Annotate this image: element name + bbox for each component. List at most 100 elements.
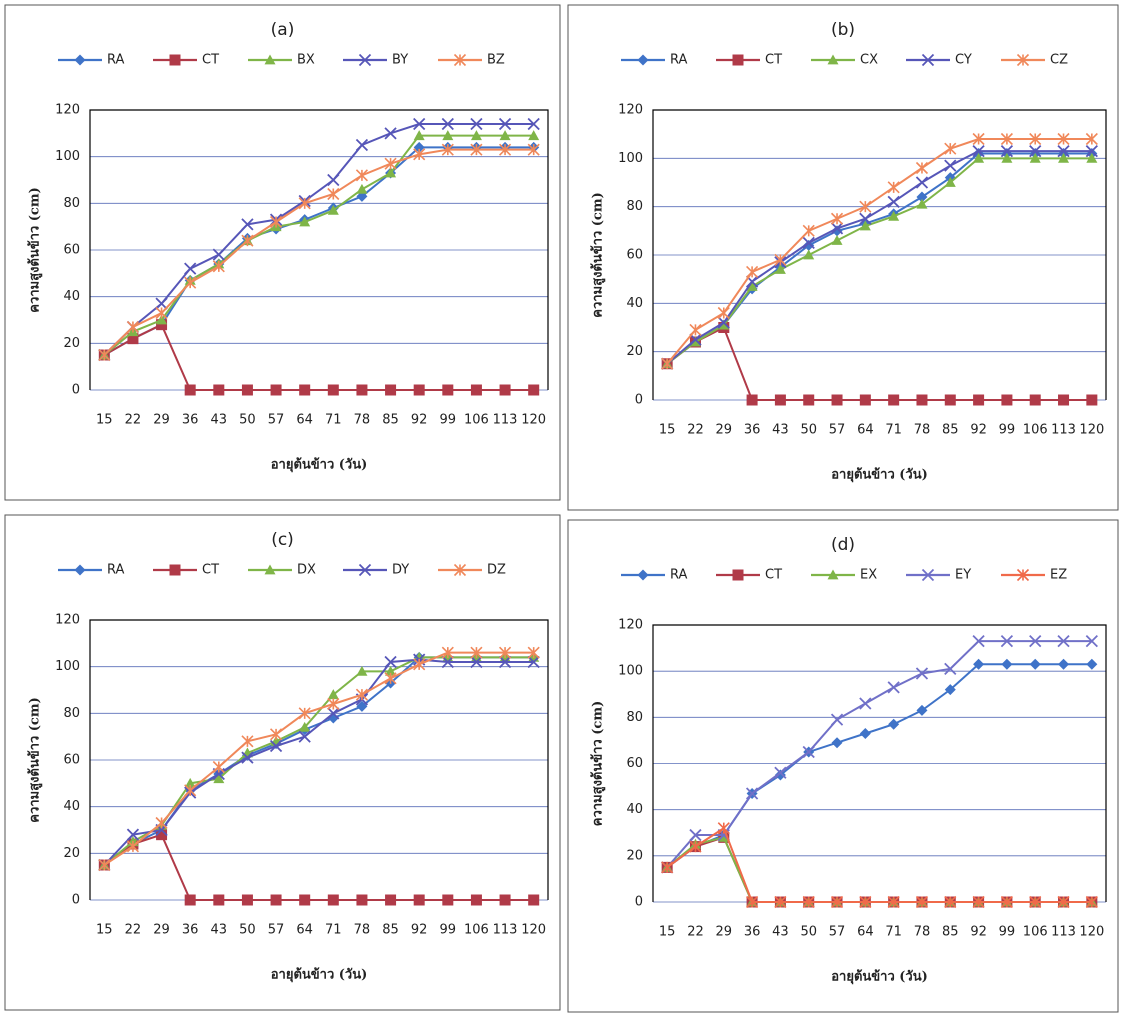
legend-label: EZ bbox=[1050, 568, 1067, 583]
legend-label: CT bbox=[202, 563, 219, 578]
x-tick-label: 106 bbox=[1023, 423, 1048, 438]
legend-label: BX bbox=[297, 53, 315, 68]
y-tick-label: 80 bbox=[626, 710, 643, 725]
x-tick-label: 85 bbox=[382, 413, 399, 428]
y-axis-label: ความสูงต้นข้าว (cm) bbox=[590, 701, 606, 826]
y-tick-label: 20 bbox=[626, 848, 643, 863]
legend-label: CT bbox=[765, 568, 782, 583]
marker-square bbox=[356, 895, 367, 906]
x-tick-label: 43 bbox=[772, 423, 789, 438]
x-tick-label: 92 bbox=[411, 923, 428, 938]
y-tick-label: 20 bbox=[626, 344, 643, 359]
marker-square bbox=[299, 385, 310, 396]
x-tick-label: 57 bbox=[829, 925, 846, 940]
y-tick-label: 100 bbox=[55, 149, 80, 164]
y-tick-label: 120 bbox=[55, 613, 80, 628]
marker-square bbox=[299, 895, 310, 906]
x-tick-label: 78 bbox=[354, 923, 371, 938]
x-tick-label: 57 bbox=[268, 413, 285, 428]
panel-title: (d) bbox=[831, 535, 855, 555]
background bbox=[0, 0, 1124, 1016]
marker-square bbox=[973, 395, 984, 406]
y-tick-label: 60 bbox=[626, 248, 643, 263]
x-axis-label: อายุต้นข้าว (วัน) bbox=[831, 969, 928, 985]
x-tick-label: 64 bbox=[857, 423, 874, 438]
x-tick-label: 36 bbox=[744, 925, 761, 940]
x-tick-label: 15 bbox=[659, 423, 676, 438]
x-tick-label: 99 bbox=[999, 423, 1016, 438]
x-tick-label: 71 bbox=[325, 413, 342, 428]
marker-square bbox=[528, 895, 539, 906]
x-tick-label: 22 bbox=[687, 925, 704, 940]
marker-square bbox=[442, 385, 453, 396]
marker-square bbox=[733, 570, 744, 581]
legend-label: RA bbox=[670, 53, 688, 68]
y-axis-label: ความสูงต้นข้าว (cm) bbox=[590, 192, 606, 317]
legend-label: RA bbox=[107, 53, 125, 68]
x-tick-label: 15 bbox=[96, 923, 113, 938]
x-tick-label: 36 bbox=[182, 413, 199, 428]
x-tick-label: 64 bbox=[296, 413, 313, 428]
y-tick-label: 120 bbox=[618, 618, 643, 633]
x-tick-label: 113 bbox=[493, 923, 518, 938]
x-tick-label: 29 bbox=[153, 923, 170, 938]
x-tick-label: 22 bbox=[687, 423, 704, 438]
y-tick-label: 0 bbox=[635, 393, 643, 408]
x-axis-label: อายุต้นข้าว (วัน) bbox=[271, 967, 368, 983]
x-tick-label: 99 bbox=[999, 925, 1016, 940]
marker-square bbox=[385, 895, 396, 906]
legend-label: RA bbox=[107, 563, 125, 578]
x-tick-label: 106 bbox=[464, 923, 489, 938]
marker-square bbox=[500, 895, 511, 906]
marker-square bbox=[528, 385, 539, 396]
marker-square bbox=[775, 395, 786, 406]
legend-label: CY bbox=[955, 53, 972, 68]
x-tick-label: 85 bbox=[942, 423, 959, 438]
y-tick-label: 100 bbox=[618, 151, 643, 166]
y-tick-label: 80 bbox=[63, 706, 80, 721]
marker-square bbox=[945, 395, 956, 406]
x-tick-label: 120 bbox=[521, 923, 546, 938]
y-tick-label: 40 bbox=[626, 296, 643, 311]
x-tick-label: 57 bbox=[829, 423, 846, 438]
marker-square bbox=[414, 895, 425, 906]
x-tick-label: 78 bbox=[354, 413, 371, 428]
y-tick-label: 80 bbox=[63, 196, 80, 211]
y-tick-label: 0 bbox=[72, 893, 80, 908]
x-tick-label: 22 bbox=[125, 923, 142, 938]
legend-label: EX bbox=[860, 568, 877, 583]
marker-square bbox=[888, 395, 899, 406]
x-tick-label: 36 bbox=[182, 923, 199, 938]
x-tick-label: 92 bbox=[970, 925, 987, 940]
x-tick-label: 43 bbox=[772, 925, 789, 940]
x-tick-label: 43 bbox=[211, 413, 228, 428]
y-tick-label: 40 bbox=[63, 289, 80, 304]
x-tick-label: 15 bbox=[96, 413, 113, 428]
x-tick-label: 106 bbox=[1023, 925, 1048, 940]
x-axis-label: อายุต้นข้าว (วัน) bbox=[271, 457, 368, 473]
marker-square bbox=[747, 395, 758, 406]
x-tick-label: 92 bbox=[411, 413, 428, 428]
marker-square bbox=[1086, 395, 1097, 406]
x-tick-label: 120 bbox=[521, 413, 546, 428]
marker-square bbox=[170, 565, 181, 576]
x-tick-label: 29 bbox=[153, 413, 170, 428]
marker-square bbox=[185, 895, 196, 906]
legend-label: CT bbox=[202, 53, 219, 68]
marker-square bbox=[803, 395, 814, 406]
legend-label: CZ bbox=[1050, 53, 1068, 68]
x-tick-label: 64 bbox=[296, 923, 313, 938]
marker-square bbox=[356, 385, 367, 396]
x-tick-label: 99 bbox=[440, 923, 457, 938]
x-tick-label: 78 bbox=[914, 925, 931, 940]
y-tick-label: 20 bbox=[63, 336, 80, 351]
marker-square bbox=[832, 395, 843, 406]
marker-square bbox=[242, 895, 253, 906]
x-tick-label: 50 bbox=[800, 423, 817, 438]
y-tick-label: 20 bbox=[63, 846, 80, 861]
marker-square bbox=[271, 895, 282, 906]
x-tick-label: 71 bbox=[885, 423, 902, 438]
marker-square bbox=[471, 385, 482, 396]
x-tick-label: 113 bbox=[493, 413, 518, 428]
x-tick-label: 71 bbox=[885, 925, 902, 940]
